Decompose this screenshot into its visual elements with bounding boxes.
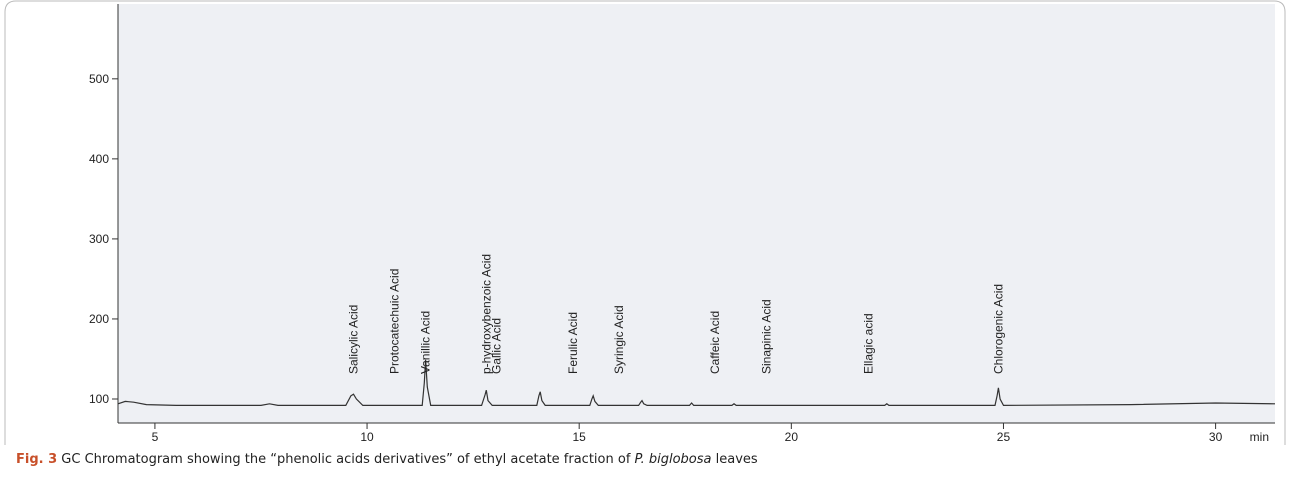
peak-label: Salicylic Acid: [346, 305, 360, 374]
y-tick-label: 200: [89, 312, 109, 326]
peak-label: Syringic Acid: [612, 305, 626, 374]
y-tick-label: 100: [89, 392, 109, 406]
caption-end: leaves: [715, 452, 758, 467]
x-tick-label: 5: [152, 430, 159, 444]
y-tick-label: 500: [89, 72, 109, 86]
caption-text: GC Chromatogram showing the “phenolic ac…: [61, 452, 631, 467]
caption-label: Fig. 3: [16, 452, 58, 467]
peak-label: Caffeic Acid: [708, 311, 722, 374]
peak-label: Gallic Acid: [489, 318, 503, 374]
y-tick-label: 400: [89, 152, 109, 166]
chart: 100 200 300 400 500 5 10 15 20 25 30 min Salicylic A…: [4, 0, 1286, 445]
x-axis-label: min: [1250, 430, 1269, 444]
peak-label: Ellagic acid: [862, 313, 876, 374]
caption-species: P. biglobosa: [634, 452, 712, 467]
trace: [117, 359, 1276, 407]
x-tick-label: 10: [360, 430, 374, 444]
peak-label: Vanillic Acid: [419, 311, 433, 374]
x-tick-label: 15: [573, 430, 587, 444]
x-tick-label: 25: [997, 430, 1011, 444]
plot-background: [118, 4, 1275, 423]
peak-label: Sinapinic Acid: [760, 299, 774, 374]
figure-frame: [4, 0, 1286, 445]
y-tick-label: 300: [89, 232, 109, 246]
peak-label: Ferulic Acid: [566, 312, 580, 374]
x-tick-label: 20: [785, 430, 799, 444]
peak-label: Protocatechuic Acid: [388, 269, 402, 374]
x-tick-label: 30: [1209, 430, 1223, 444]
peak-label: Chlorogenic Acid: [991, 284, 1005, 374]
caption: Fig. 3 GC Chromatogram showing the “phen…: [16, 452, 758, 467]
peak-label: p-hydroxybenzoic Acid: [479, 254, 493, 374]
